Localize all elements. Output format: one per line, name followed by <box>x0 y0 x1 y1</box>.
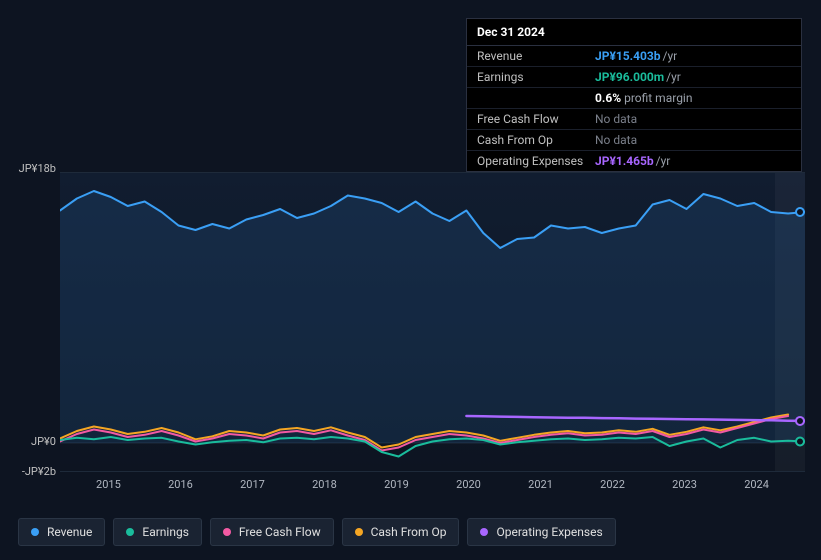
tooltip-row-label: Earnings <box>477 70 595 84</box>
legend-item[interactable]: Revenue <box>18 518 105 546</box>
legend-item[interactable]: Earnings <box>113 518 202 546</box>
tooltip-row-value: JP¥96.000m/yr <box>595 70 681 84</box>
legend-dot-icon <box>31 528 39 536</box>
x-axis: 2015 2016 2017 2018 2019 2020 2021 2022 2023 2024 <box>60 478 805 496</box>
legend-label: Cash From Op <box>371 525 447 539</box>
tooltip-row-value: No data <box>595 133 637 147</box>
x-tick: 2022 <box>600 478 625 491</box>
legend-label: Revenue <box>47 525 92 539</box>
y-label-top: JP¥18b <box>18 162 56 175</box>
plot[interactable] <box>60 172 805 472</box>
x-tick: 2018 <box>312 478 337 491</box>
tooltip-row: 0.6% profit margin <box>467 88 801 109</box>
legend-item[interactable]: Cash From Op <box>342 518 460 546</box>
y-label-bottom: -JP¥2b <box>18 465 56 478</box>
legend-item[interactable]: Operating Expenses <box>467 518 615 546</box>
legend: Revenue Earnings Free Cash Flow Cash From O… <box>18 518 616 546</box>
tooltip-row: Free Cash FlowNo data <box>467 109 801 130</box>
x-tick: 2019 <box>384 478 409 491</box>
tooltip-row-label: Free Cash Flow <box>477 112 595 126</box>
tooltip-row-value: JP¥1.465b/yr <box>595 154 670 168</box>
tooltip-row-value: No data <box>595 112 637 126</box>
plot-svg <box>60 173 805 473</box>
tooltip-row-label: Cash From Op <box>477 133 595 147</box>
x-tick: 2023 <box>672 478 697 491</box>
legend-label: Earnings <box>142 525 189 539</box>
tooltip-row-label: Revenue <box>477 49 595 63</box>
x-tick: 2020 <box>456 478 481 491</box>
tooltip-row: Operating ExpensesJP¥1.465b/yr <box>467 151 801 171</box>
tooltip-row: EarningsJP¥96.000m/yr <box>467 67 801 88</box>
x-tick: 2017 <box>240 478 265 491</box>
x-tick: 2021 <box>528 478 553 491</box>
tooltip-date: Dec 31 2024 <box>467 19 801 46</box>
tooltip-row-value: 0.6% profit margin <box>595 91 692 105</box>
tooltip-row-label: Operating Expenses <box>477 154 595 168</box>
tooltip-row-label <box>477 91 595 105</box>
legend-dot-icon <box>223 528 231 536</box>
legend-dot-icon <box>480 528 488 536</box>
tooltip-row: Cash From OpNo data <box>467 130 801 151</box>
x-tick: 2024 <box>744 478 769 491</box>
legend-label: Operating Expenses <box>496 525 602 539</box>
tooltip-row: RevenueJP¥15.403b/yr <box>467 46 801 67</box>
legend-label: Free Cash Flow <box>239 525 321 539</box>
y-label-zero: JP¥0 <box>18 435 56 448</box>
x-tick: 2015 <box>96 478 121 491</box>
chart-area: JP¥18b JP¥0 -JP¥2b 201520162017201820192… <box>18 160 805 510</box>
x-tick: 2016 <box>168 478 193 491</box>
legend-dot-icon <box>355 528 363 536</box>
tooltip-panel: Dec 31 2024 RevenueJP¥15.403b/yrEarnings… <box>466 18 802 172</box>
legend-item[interactable]: Free Cash Flow <box>210 518 334 546</box>
tooltip-row-value: JP¥15.403b/yr <box>595 49 677 63</box>
legend-dot-icon <box>126 528 134 536</box>
